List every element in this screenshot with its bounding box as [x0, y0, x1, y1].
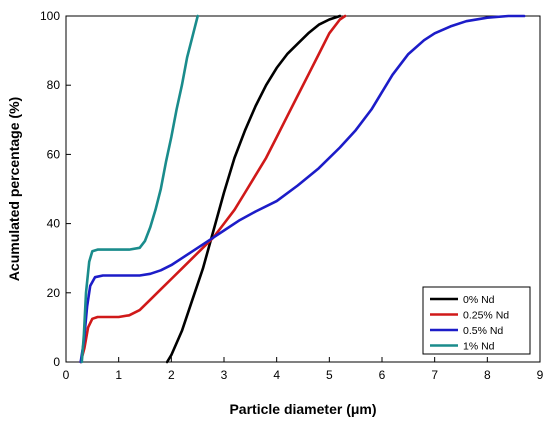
series-line-1: [79, 14, 347, 364]
axis-ticks: 0 1 2 3 4 5 6 7 8 9 0 20 40 60 80 100: [40, 9, 544, 382]
x-tick-label: 0: [63, 368, 70, 382]
legend-items: 0% Nd 0.25% Nd 0.5% Nd 1% Nd: [430, 294, 509, 353]
x-tick-label: 9: [537, 368, 544, 382]
x-tick-label: 6: [379, 368, 386, 382]
series-line-2: [79, 14, 526, 364]
y-tick-label: 60: [47, 147, 61, 161]
series-line-3: [80, 14, 199, 364]
y-tick-label: 100: [40, 9, 60, 23]
legend-label: 0% Nd: [463, 294, 495, 306]
legend: 0% Nd 0.25% Nd 0.5% Nd 1% Nd: [422, 286, 531, 355]
y-tick-label: 20: [47, 286, 61, 300]
y-tick-label: 0: [53, 355, 60, 369]
legend-label: 0.5% Nd: [463, 325, 503, 337]
x-tick-label: 4: [273, 368, 280, 382]
x-tick-label: 7: [431, 368, 438, 382]
y-tick-label: 40: [47, 217, 61, 231]
x-axis-title: Particle diameter (μm): [229, 401, 376, 417]
legend-label: 0.25% Nd: [463, 310, 509, 322]
y-axis-title: Acumulated percentage (%): [6, 97, 22, 281]
x-tick-label: 5: [326, 368, 333, 382]
series-line-0: [165, 14, 342, 364]
x-tick-label: 8: [484, 368, 491, 382]
legend-label: 1% Nd: [463, 341, 495, 353]
x-tick-label: 3: [221, 368, 228, 382]
series-lines: [79, 14, 526, 364]
y-tick-label: 80: [47, 78, 61, 92]
plot-frame: [65, 15, 541, 363]
x-tick-label: 2: [168, 368, 175, 382]
x-tick-label: 1: [115, 368, 122, 382]
